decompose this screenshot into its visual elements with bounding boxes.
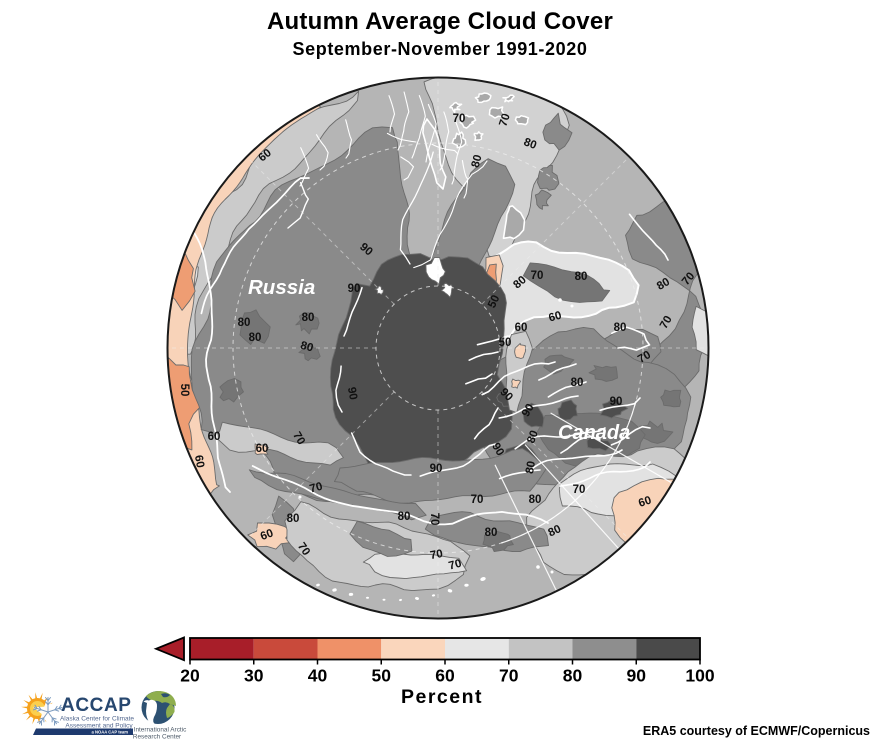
svg-text:80: 80 bbox=[563, 666, 583, 686]
svg-text:70: 70 bbox=[658, 314, 675, 331]
svg-text:70: 70 bbox=[308, 481, 323, 496]
svg-text:80: 80 bbox=[299, 340, 314, 355]
svg-text:80: 80 bbox=[614, 322, 627, 334]
svg-text:90: 90 bbox=[627, 666, 647, 686]
svg-text:60: 60 bbox=[259, 527, 275, 543]
svg-text:90: 90 bbox=[430, 463, 443, 475]
svg-text:80: 80 bbox=[485, 527, 498, 539]
svg-text:50: 50 bbox=[372, 666, 392, 686]
svg-text:60: 60 bbox=[637, 494, 653, 509]
svg-text:80: 80 bbox=[525, 429, 541, 445]
svg-text:International Arctic: International Arctic bbox=[134, 727, 187, 734]
svg-text:80: 80 bbox=[302, 312, 315, 324]
svg-text:80: 80 bbox=[470, 153, 485, 168]
svg-text:60: 60 bbox=[256, 443, 269, 455]
svg-text:70: 70 bbox=[429, 548, 444, 562]
svg-text:Research Center: Research Center bbox=[133, 734, 182, 741]
svg-text:a NOAA CAP team: a NOAA CAP team bbox=[91, 729, 128, 734]
svg-text:70: 70 bbox=[497, 112, 512, 128]
svg-text:70: 70 bbox=[573, 484, 586, 496]
svg-text:60: 60 bbox=[547, 310, 562, 325]
svg-text:ACCAP: ACCAP bbox=[61, 695, 132, 716]
svg-text:70: 70 bbox=[499, 666, 519, 686]
svg-text:50: 50 bbox=[499, 337, 512, 349]
svg-text:60: 60 bbox=[515, 322, 528, 334]
svg-text:80: 80 bbox=[249, 332, 262, 344]
svg-text:80: 80 bbox=[546, 523, 563, 539]
svg-text:70: 70 bbox=[471, 494, 484, 506]
svg-text:70: 70 bbox=[428, 513, 440, 526]
svg-text:70: 70 bbox=[636, 349, 653, 366]
svg-text:60: 60 bbox=[208, 431, 221, 443]
svg-text:Russia: Russia bbox=[248, 276, 315, 299]
svg-text:100: 100 bbox=[685, 666, 714, 686]
svg-text:Canada: Canada bbox=[558, 422, 630, 444]
svg-text:80: 80 bbox=[571, 377, 584, 389]
svg-text:70: 70 bbox=[531, 270, 544, 282]
svg-text:60: 60 bbox=[435, 666, 455, 686]
svg-text:80: 80 bbox=[398, 511, 411, 523]
svg-text:50: 50 bbox=[486, 293, 502, 310]
svg-text:80: 80 bbox=[524, 460, 538, 475]
svg-text:Percent: Percent bbox=[401, 686, 483, 708]
svg-text:Alaska Center for Climate: Alaska Center for Climate bbox=[60, 716, 134, 723]
svg-text:80: 80 bbox=[522, 136, 538, 152]
svg-text:80: 80 bbox=[529, 494, 542, 506]
svg-text:90: 90 bbox=[489, 441, 506, 458]
svg-text:80: 80 bbox=[287, 513, 300, 525]
svg-text:20: 20 bbox=[180, 666, 200, 686]
svg-text:70: 70 bbox=[290, 430, 307, 447]
svg-text:40: 40 bbox=[308, 666, 328, 686]
svg-text:80: 80 bbox=[575, 271, 588, 283]
svg-text:70: 70 bbox=[453, 113, 466, 125]
svg-text:90: 90 bbox=[610, 396, 623, 408]
svg-text:70: 70 bbox=[447, 558, 462, 573]
svg-text:90: 90 bbox=[348, 283, 361, 295]
svg-text:30: 30 bbox=[244, 666, 264, 686]
svg-text:Assessment and Policy: Assessment and Policy bbox=[65, 723, 133, 730]
svg-text:50: 50 bbox=[178, 384, 190, 397]
svg-text:80: 80 bbox=[655, 276, 672, 293]
svg-text:90: 90 bbox=[520, 402, 537, 419]
svg-text:60: 60 bbox=[192, 454, 206, 469]
svg-text:90: 90 bbox=[345, 386, 359, 401]
svg-text:80: 80 bbox=[238, 317, 251, 329]
